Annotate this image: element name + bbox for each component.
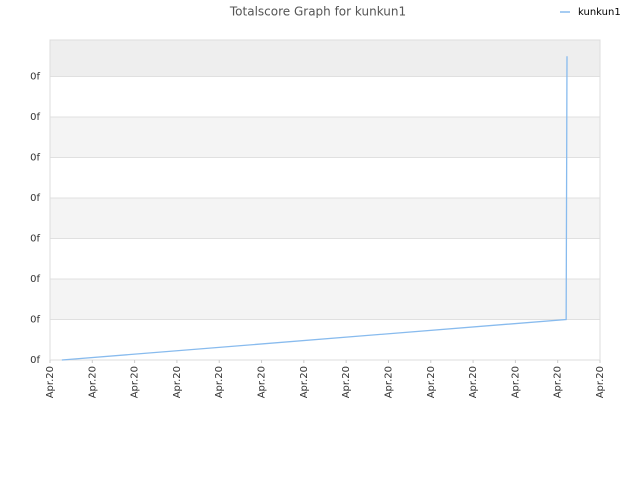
x-tick-label: Apr.20: [299, 366, 310, 398]
plot-band: [50, 157, 600, 198]
x-tick-label: Apr.20: [510, 366, 521, 398]
plot-band: [50, 197, 600, 239]
x-tick-label: Apr.20: [214, 366, 225, 398]
y-tick-label: 0f: [30, 314, 40, 325]
legend-label: kunkun1: [578, 7, 621, 18]
x-tick-label: Apr.20: [257, 366, 268, 398]
plot-band: [50, 238, 600, 279]
y-tick-label: 0f: [30, 193, 40, 204]
plot-band: [50, 116, 600, 158]
y-tick-label: 0f: [30, 152, 40, 163]
x-tick-label: Apr.20: [468, 366, 479, 398]
y-tick-label: 0f: [30, 355, 40, 366]
plot-band: [50, 40, 600, 77]
y-tick-label: 0f: [30, 274, 40, 285]
x-tick-label: Apr.20: [130, 366, 141, 398]
x-tick-label: Apr.20: [553, 366, 564, 398]
chart-title: Totalscore Graph for kunkun1: [229, 5, 406, 19]
plot-band: [50, 76, 600, 117]
x-tick-label: Apr.20: [341, 366, 352, 398]
x-tick-label: Apr.20: [172, 366, 183, 398]
plot-band: [50, 278, 600, 320]
x-tick-label: Apr.20: [383, 366, 394, 398]
series-line: [61, 56, 568, 361]
x-tick-label: Apr.20: [45, 366, 56, 398]
y-tick-label: 0f: [30, 71, 40, 82]
x-tick-label: Apr.20: [426, 366, 437, 398]
plot-frame: [49, 39, 601, 361]
y-tick-label: 0f: [30, 112, 40, 123]
x-tick-label: Apr.20: [595, 366, 606, 398]
x-tick-label: Apr.20: [87, 366, 98, 398]
y-tick-label: 0f: [30, 233, 40, 244]
